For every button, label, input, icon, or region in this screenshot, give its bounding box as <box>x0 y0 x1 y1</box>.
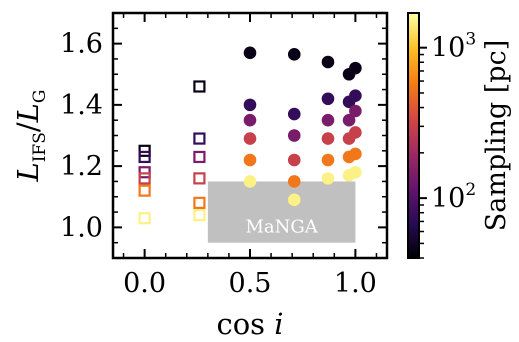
data-point-circle <box>287 193 301 207</box>
data-point-square <box>193 172 206 185</box>
x-tick-label: 1.0 <box>334 268 377 299</box>
colorbar-ticks: 102 103 <box>419 30 476 259</box>
y-tick-label: 1.4 <box>60 90 103 121</box>
colorbar-tick-label: 102 <box>431 180 476 214</box>
data-point-circle <box>287 48 301 61</box>
data-point-circle <box>287 129 301 142</box>
x-tick-label: 0.0 <box>123 268 166 299</box>
data-point-circle <box>243 98 257 112</box>
data-point-circle <box>321 172 335 185</box>
data-point-square <box>138 172 151 185</box>
data-point-square <box>193 209 206 222</box>
colorbar-label: Sampling [pc] <box>481 40 512 231</box>
data-point-square <box>138 150 151 164</box>
data-point-circle <box>349 61 362 75</box>
data-point-circle <box>243 46 257 60</box>
data-point-circle <box>243 132 257 145</box>
y-tick-label: 1.6 <box>60 29 103 60</box>
axis-ticks: 0.0 0.5 1.0 1.0 1.2 1.4 1.6 <box>60 13 387 299</box>
data-point-circle <box>321 55 335 69</box>
manga-label: MaNGA <box>245 217 318 238</box>
data-point-circle <box>243 175 257 188</box>
colorbar-tick-label: 103 <box>431 30 476 64</box>
data-point-circle <box>287 153 301 167</box>
data-point-circle <box>321 132 335 145</box>
data-point-circle <box>321 113 335 127</box>
x-tick-label: 0.5 <box>229 268 272 299</box>
data-point-circle <box>349 89 362 102</box>
data-point-circle <box>287 107 301 121</box>
data-point-circle <box>342 113 356 127</box>
data-point-square <box>193 150 206 164</box>
data-point-square <box>138 212 151 225</box>
data-point-square <box>138 166 151 179</box>
x-axis-label: cos i <box>216 307 283 341</box>
data-point-square <box>193 132 206 145</box>
data-point-square <box>193 196 206 209</box>
data-point-circle <box>349 147 362 161</box>
data-point-square <box>138 184 151 197</box>
colorbar: 102 103 Sampling [pc] <box>407 12 512 259</box>
manga-region-group: MaNGA <box>207 181 356 243</box>
data-point-circle <box>349 165 362 179</box>
data-point-circle <box>349 104 362 118</box>
data-point-circle <box>243 113 257 127</box>
y-tick-label: 1.0 <box>60 212 103 243</box>
data-point-circle <box>321 153 335 167</box>
data-point-circle <box>349 126 362 139</box>
manga-region <box>207 181 356 243</box>
data-point-square <box>193 80 206 93</box>
y-axis-label: LIFS/LG <box>11 89 50 182</box>
data-point-square <box>138 144 151 157</box>
data-point-circle <box>287 175 301 188</box>
data-points <box>138 46 362 225</box>
y-tick-label: 1.2 <box>60 151 103 182</box>
data-point-circle <box>243 153 257 167</box>
data-point-circle <box>321 92 335 106</box>
colorbar-gradient <box>407 12 420 259</box>
